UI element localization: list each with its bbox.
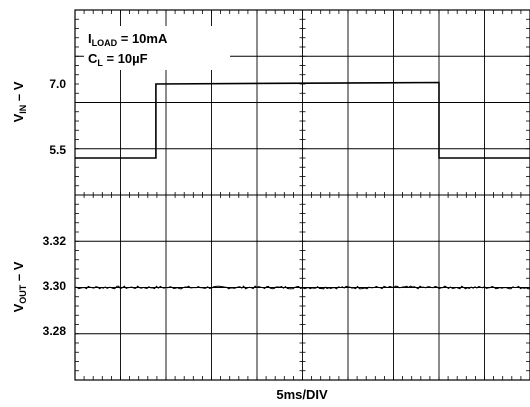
ytick-label-3-28: 3.28 <box>43 324 67 338</box>
annotation-cl: CL = 10µF <box>88 51 148 68</box>
vin-trace <box>75 81 530 159</box>
ytick-label-7-0: 7.0 <box>49 77 66 91</box>
minor-ticks <box>74 9 530 381</box>
ytick-label-3-30: 3.30 <box>43 279 67 293</box>
ytick-label-5-5: 5.5 <box>49 143 66 157</box>
xlabel: 5ms/DIV <box>276 387 328 402</box>
ylabel-vin: VIN – V <box>11 81 28 122</box>
ylabel-vout: VOUT – V <box>11 261 28 312</box>
ytick-label-3-32: 3.32 <box>43 234 67 248</box>
annotation-iload: ILOAD = 10mA <box>88 31 168 48</box>
annotation-box: ILOAD = 10mA CL = 10µF <box>84 26 230 70</box>
plot-frame <box>74 9 530 381</box>
vout-trace <box>74 285 530 290</box>
